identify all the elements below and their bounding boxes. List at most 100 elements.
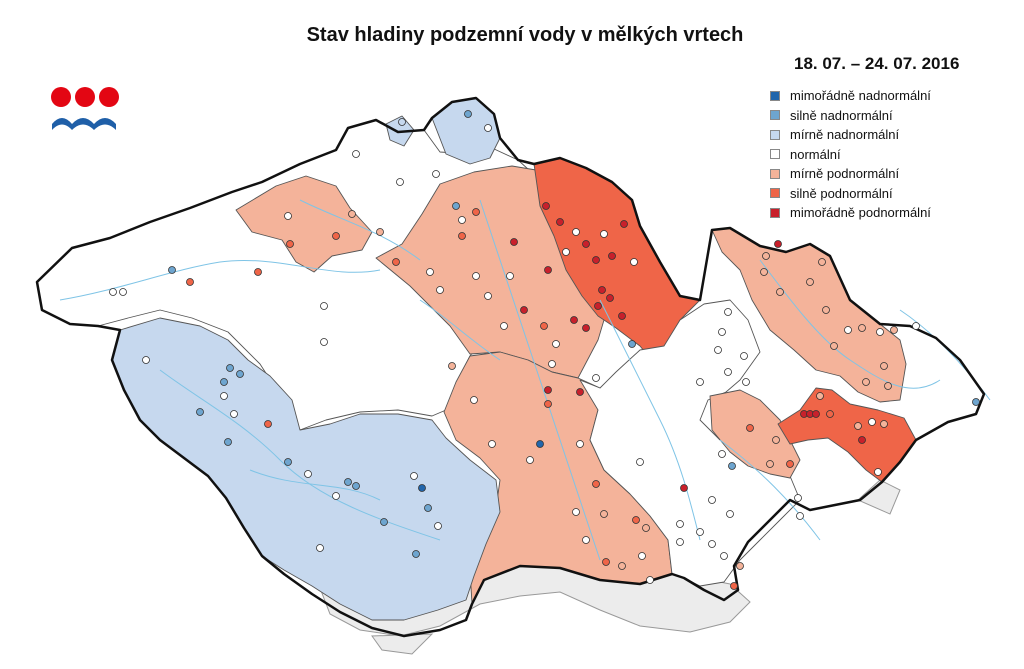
well	[760, 268, 768, 276]
well	[874, 468, 882, 476]
well	[592, 256, 600, 264]
well	[724, 368, 732, 376]
well	[826, 410, 834, 418]
legend-item-sp: silně podnormální	[770, 184, 931, 204]
well	[718, 328, 726, 336]
well	[552, 340, 560, 348]
legend-item-wn: mírně nadnormální	[770, 125, 931, 145]
well	[594, 302, 602, 310]
well	[746, 424, 754, 432]
well	[812, 410, 820, 418]
well	[142, 356, 150, 364]
legend-item-mn: mimořádně nadnormální	[770, 86, 931, 106]
well	[646, 576, 654, 584]
well	[396, 178, 404, 186]
well	[708, 496, 716, 504]
well	[630, 258, 638, 266]
well	[432, 170, 440, 178]
well	[220, 378, 228, 386]
legend-label: mírně nadnormální	[790, 127, 900, 143]
well	[526, 456, 534, 464]
legend-label: silně nadnormální	[790, 107, 893, 123]
well	[458, 232, 466, 240]
well	[714, 346, 722, 354]
well	[696, 378, 704, 386]
well	[109, 288, 117, 296]
well	[576, 388, 584, 396]
map-title: Stav hladiny podzemní vody v mělkých vrt…	[306, 24, 744, 46]
well	[676, 520, 684, 528]
well	[880, 362, 888, 370]
well	[344, 478, 352, 486]
well	[472, 208, 480, 216]
well	[488, 440, 496, 448]
well	[352, 482, 360, 490]
well	[680, 484, 688, 492]
well	[602, 558, 610, 566]
well	[854, 422, 862, 430]
well	[544, 266, 552, 274]
well	[618, 312, 626, 320]
well	[620, 220, 628, 228]
legend-swatch	[770, 188, 780, 199]
legend-item-sn: silně nadnormální	[770, 106, 931, 126]
well	[380, 518, 388, 526]
well	[119, 288, 127, 296]
well	[224, 438, 232, 446]
well	[642, 524, 650, 532]
well	[484, 124, 492, 132]
well	[424, 504, 432, 512]
well	[436, 286, 444, 294]
well	[742, 378, 750, 386]
well	[816, 392, 824, 400]
well	[320, 302, 328, 310]
well	[264, 420, 272, 428]
well	[316, 544, 324, 552]
country-border	[35, 96, 986, 638]
well	[392, 258, 400, 266]
well	[562, 248, 570, 256]
well	[606, 294, 614, 302]
well	[286, 240, 294, 248]
well	[844, 326, 852, 334]
well	[600, 510, 608, 518]
logo-wave	[52, 118, 116, 130]
well	[718, 450, 726, 458]
legend-label: mimořádně nadnormální	[790, 88, 931, 104]
well	[556, 218, 564, 226]
well	[726, 510, 734, 518]
well	[500, 322, 508, 330]
well	[576, 440, 584, 448]
well	[868, 418, 876, 426]
legend-label: mírně podnormální	[790, 166, 900, 182]
monitoring-wells	[109, 110, 980, 590]
well	[418, 484, 426, 492]
region-light-below-northwest	[235, 175, 373, 273]
legend-item-n: normální	[770, 145, 931, 165]
well	[168, 266, 176, 274]
well	[484, 292, 492, 300]
legend: mimořádně nadnormální silně nadnormální mí…	[770, 86, 931, 223]
well	[858, 324, 866, 332]
well	[638, 552, 646, 560]
well	[426, 268, 434, 276]
well	[226, 364, 234, 372]
well	[332, 232, 340, 240]
well	[544, 386, 552, 394]
legend-label: silně podnormální	[790, 185, 893, 201]
well	[582, 324, 590, 332]
well	[582, 240, 590, 248]
well	[548, 360, 556, 368]
well	[582, 536, 590, 544]
well	[830, 342, 838, 350]
well	[796, 512, 804, 520]
well	[818, 258, 826, 266]
well	[510, 238, 518, 246]
well	[774, 240, 782, 248]
well	[676, 538, 684, 546]
well	[536, 440, 544, 448]
date-range: 18. 07. – 24. 07. 2016	[794, 54, 960, 73]
well	[458, 216, 466, 224]
